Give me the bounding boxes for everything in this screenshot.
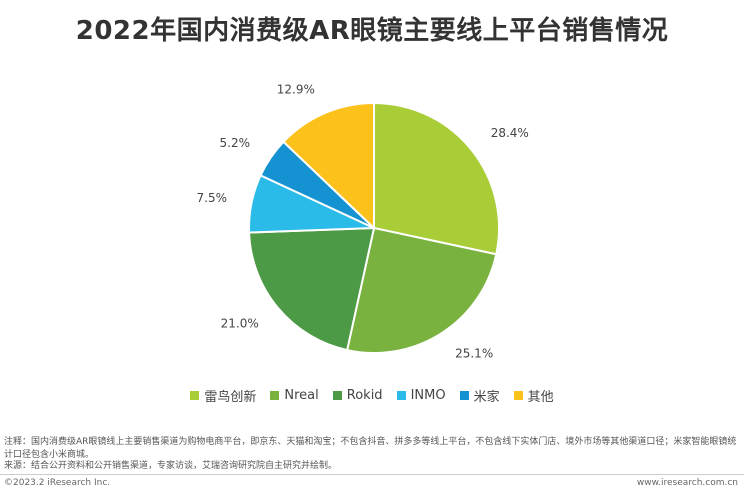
data-label-1: 28.4% (491, 126, 529, 140)
source-text: 来源：结合公开资料和公开销售渠道，专家访谈，艾瑞咨询研究院自主研究并绘制。 (4, 461, 338, 471)
legend-item-6: 其他 (513, 386, 554, 405)
legend-label: Rokid (346, 388, 383, 403)
pie-slice-3 (248, 226, 376, 352)
legend-swatch (396, 391, 406, 400)
legend-swatch (332, 391, 342, 400)
legend-label: 雷鸟创新 (204, 390, 257, 405)
footer-divider (0, 474, 744, 475)
legend-item-2: Nreal (270, 386, 319, 405)
website-text: www.iresearch.com.cn (636, 478, 738, 488)
legend: 雷鸟创新 Nreal Rokid INMO 米家 其他 (0, 386, 744, 405)
legend-item-5: 米家 (459, 386, 500, 405)
data-label-3: 21.0% (221, 317, 259, 331)
copyright-text: ©2023.2 iResearch Inc. (4, 478, 111, 488)
pie-slice-2 (345, 226, 498, 354)
legend-label: 其他 (527, 390, 554, 405)
data-label-4: 7.5% (197, 191, 228, 205)
pie-chart: 28.4% 25.1% 21.0% 7.5% 5.2% 12.9% (197, 83, 529, 361)
chart-title: 2022年国内消费级AR眼镜主要线上平台销售情况 (75, 16, 669, 46)
legend-item-1: 雷鸟创新 (190, 386, 256, 405)
legend-swatch (459, 391, 469, 400)
legend-label: INMO (410, 388, 446, 403)
legend-swatch (270, 391, 280, 400)
legend-swatch (190, 391, 200, 400)
pie-slices (248, 101, 500, 354)
data-label-6: 12.9% (277, 83, 315, 97)
pie-data-labels: 28.4% 25.1% 21.0% 7.5% 5.2% 12.9% (197, 83, 529, 361)
legend-item-4: INMO (396, 386, 446, 405)
note-text: 注释：国内消费级AR眼镜线上主要销售渠道为购物电商平台，即京东、天猫和淘宝；不包… (4, 437, 737, 460)
legend-item-3: Rokid (332, 386, 383, 405)
pie-slice-6 (282, 101, 375, 231)
legend-label: 米家 (473, 390, 500, 405)
data-label-2: 25.1% (455, 347, 493, 361)
pie-slice-1 (373, 101, 500, 256)
data-label-5: 5.2% (220, 136, 251, 150)
legend-swatch (513, 391, 523, 400)
legend-label: Nreal (284, 388, 319, 403)
